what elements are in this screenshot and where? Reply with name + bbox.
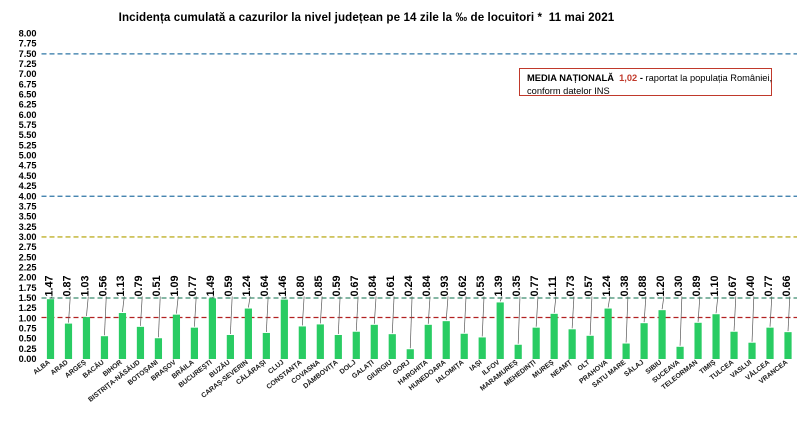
svg-text:1.50: 1.50 [19, 293, 37, 303]
svg-text:0.35: 0.35 [511, 275, 523, 296]
svg-text:0.30: 0.30 [673, 275, 685, 296]
svg-text:6.00: 6.00 [19, 110, 37, 120]
svg-text:0.77: 0.77 [763, 275, 775, 296]
svg-text:1.24: 1.24 [601, 275, 613, 296]
svg-text:0.59: 0.59 [223, 275, 235, 296]
svg-text:5.25: 5.25 [19, 140, 37, 150]
svg-text:3.50: 3.50 [19, 212, 37, 222]
svg-text:0.62: 0.62 [457, 275, 469, 296]
svg-text:3.00: 3.00 [19, 232, 37, 242]
svg-text:0.38: 0.38 [619, 275, 631, 296]
svg-text:7.00: 7.00 [19, 69, 37, 79]
svg-text:1.11: 1.11 [547, 276, 559, 296]
svg-text:1.46: 1.46 [277, 275, 289, 296]
svg-text:0.67: 0.67 [349, 275, 361, 296]
svg-text:0.77: 0.77 [187, 275, 199, 296]
svg-text:SĂLAJ: SĂLAJ [622, 357, 645, 378]
svg-text:7.75: 7.75 [19, 39, 37, 49]
svg-text:0.66: 0.66 [781, 275, 793, 296]
svg-text:1.39: 1.39 [493, 275, 505, 296]
svg-text:2.25: 2.25 [19, 262, 37, 272]
svg-text:0.89: 0.89 [691, 275, 703, 296]
svg-text:0.88: 0.88 [637, 275, 649, 296]
svg-text:1.13: 1.13 [115, 275, 127, 296]
svg-text:0.25: 0.25 [19, 344, 37, 354]
svg-text:3.75: 3.75 [19, 201, 37, 211]
svg-text:NEAMȚ: NEAMȚ [550, 359, 574, 380]
svg-text:1.00: 1.00 [19, 313, 37, 323]
svg-text:1.24: 1.24 [241, 275, 253, 296]
svg-text:7.50: 7.50 [19, 49, 37, 59]
svg-text:5.50: 5.50 [19, 130, 37, 140]
svg-text:3.25: 3.25 [19, 222, 37, 232]
svg-text:0.67: 0.67 [727, 275, 739, 296]
svg-text:0.79: 0.79 [133, 275, 145, 296]
svg-text:0.50: 0.50 [19, 334, 37, 344]
svg-text:5.75: 5.75 [19, 120, 37, 130]
svg-text:8.00: 8.00 [19, 29, 37, 39]
svg-text:0.87: 0.87 [61, 275, 73, 296]
svg-text:0.64: 0.64 [259, 275, 271, 296]
svg-text:0.56: 0.56 [97, 275, 109, 296]
svg-text:1.47: 1.47 [43, 275, 55, 296]
svg-text:0.40: 0.40 [745, 275, 757, 296]
svg-text:1.75: 1.75 [19, 283, 37, 293]
svg-text:7.25: 7.25 [19, 59, 37, 69]
svg-text:6.50: 6.50 [19, 90, 37, 100]
svg-text:4.00: 4.00 [19, 191, 37, 201]
svg-text:0.84: 0.84 [421, 275, 433, 296]
svg-text:1.25: 1.25 [19, 303, 37, 313]
svg-text:0.73: 0.73 [565, 275, 577, 296]
svg-text:0.84: 0.84 [367, 275, 379, 296]
svg-text:1.09: 1.09 [169, 275, 181, 296]
svg-text:4.25: 4.25 [19, 181, 37, 191]
svg-text:1.49: 1.49 [205, 275, 217, 296]
svg-text:0.75: 0.75 [19, 323, 37, 333]
svg-text:0.24: 0.24 [403, 275, 415, 296]
svg-text:4.50: 4.50 [19, 171, 37, 181]
svg-text:0.80: 0.80 [295, 275, 307, 296]
svg-text:0.85: 0.85 [313, 275, 325, 296]
svg-text:6.75: 6.75 [19, 79, 37, 89]
svg-text:0.61: 0.61 [385, 275, 397, 296]
svg-text:6.25: 6.25 [19, 100, 37, 110]
svg-text:0.53: 0.53 [475, 275, 487, 296]
svg-text:4.75: 4.75 [19, 161, 37, 171]
svg-text:1.20: 1.20 [655, 275, 667, 296]
svg-text:0.59: 0.59 [331, 275, 343, 296]
svg-text:5.00: 5.00 [19, 151, 37, 161]
svg-text:0.51: 0.51 [151, 275, 163, 296]
svg-text:0.77: 0.77 [529, 275, 541, 296]
svg-text:1.03: 1.03 [79, 275, 91, 296]
svg-text:2.00: 2.00 [19, 273, 37, 283]
svg-text:0.00: 0.00 [19, 354, 37, 364]
svg-text:2.75: 2.75 [19, 242, 37, 252]
svg-text:2.50: 2.50 [19, 252, 37, 262]
svg-text:1.10: 1.10 [709, 275, 721, 296]
svg-text:0.57: 0.57 [583, 275, 595, 296]
svg-text:0.93: 0.93 [439, 275, 451, 296]
